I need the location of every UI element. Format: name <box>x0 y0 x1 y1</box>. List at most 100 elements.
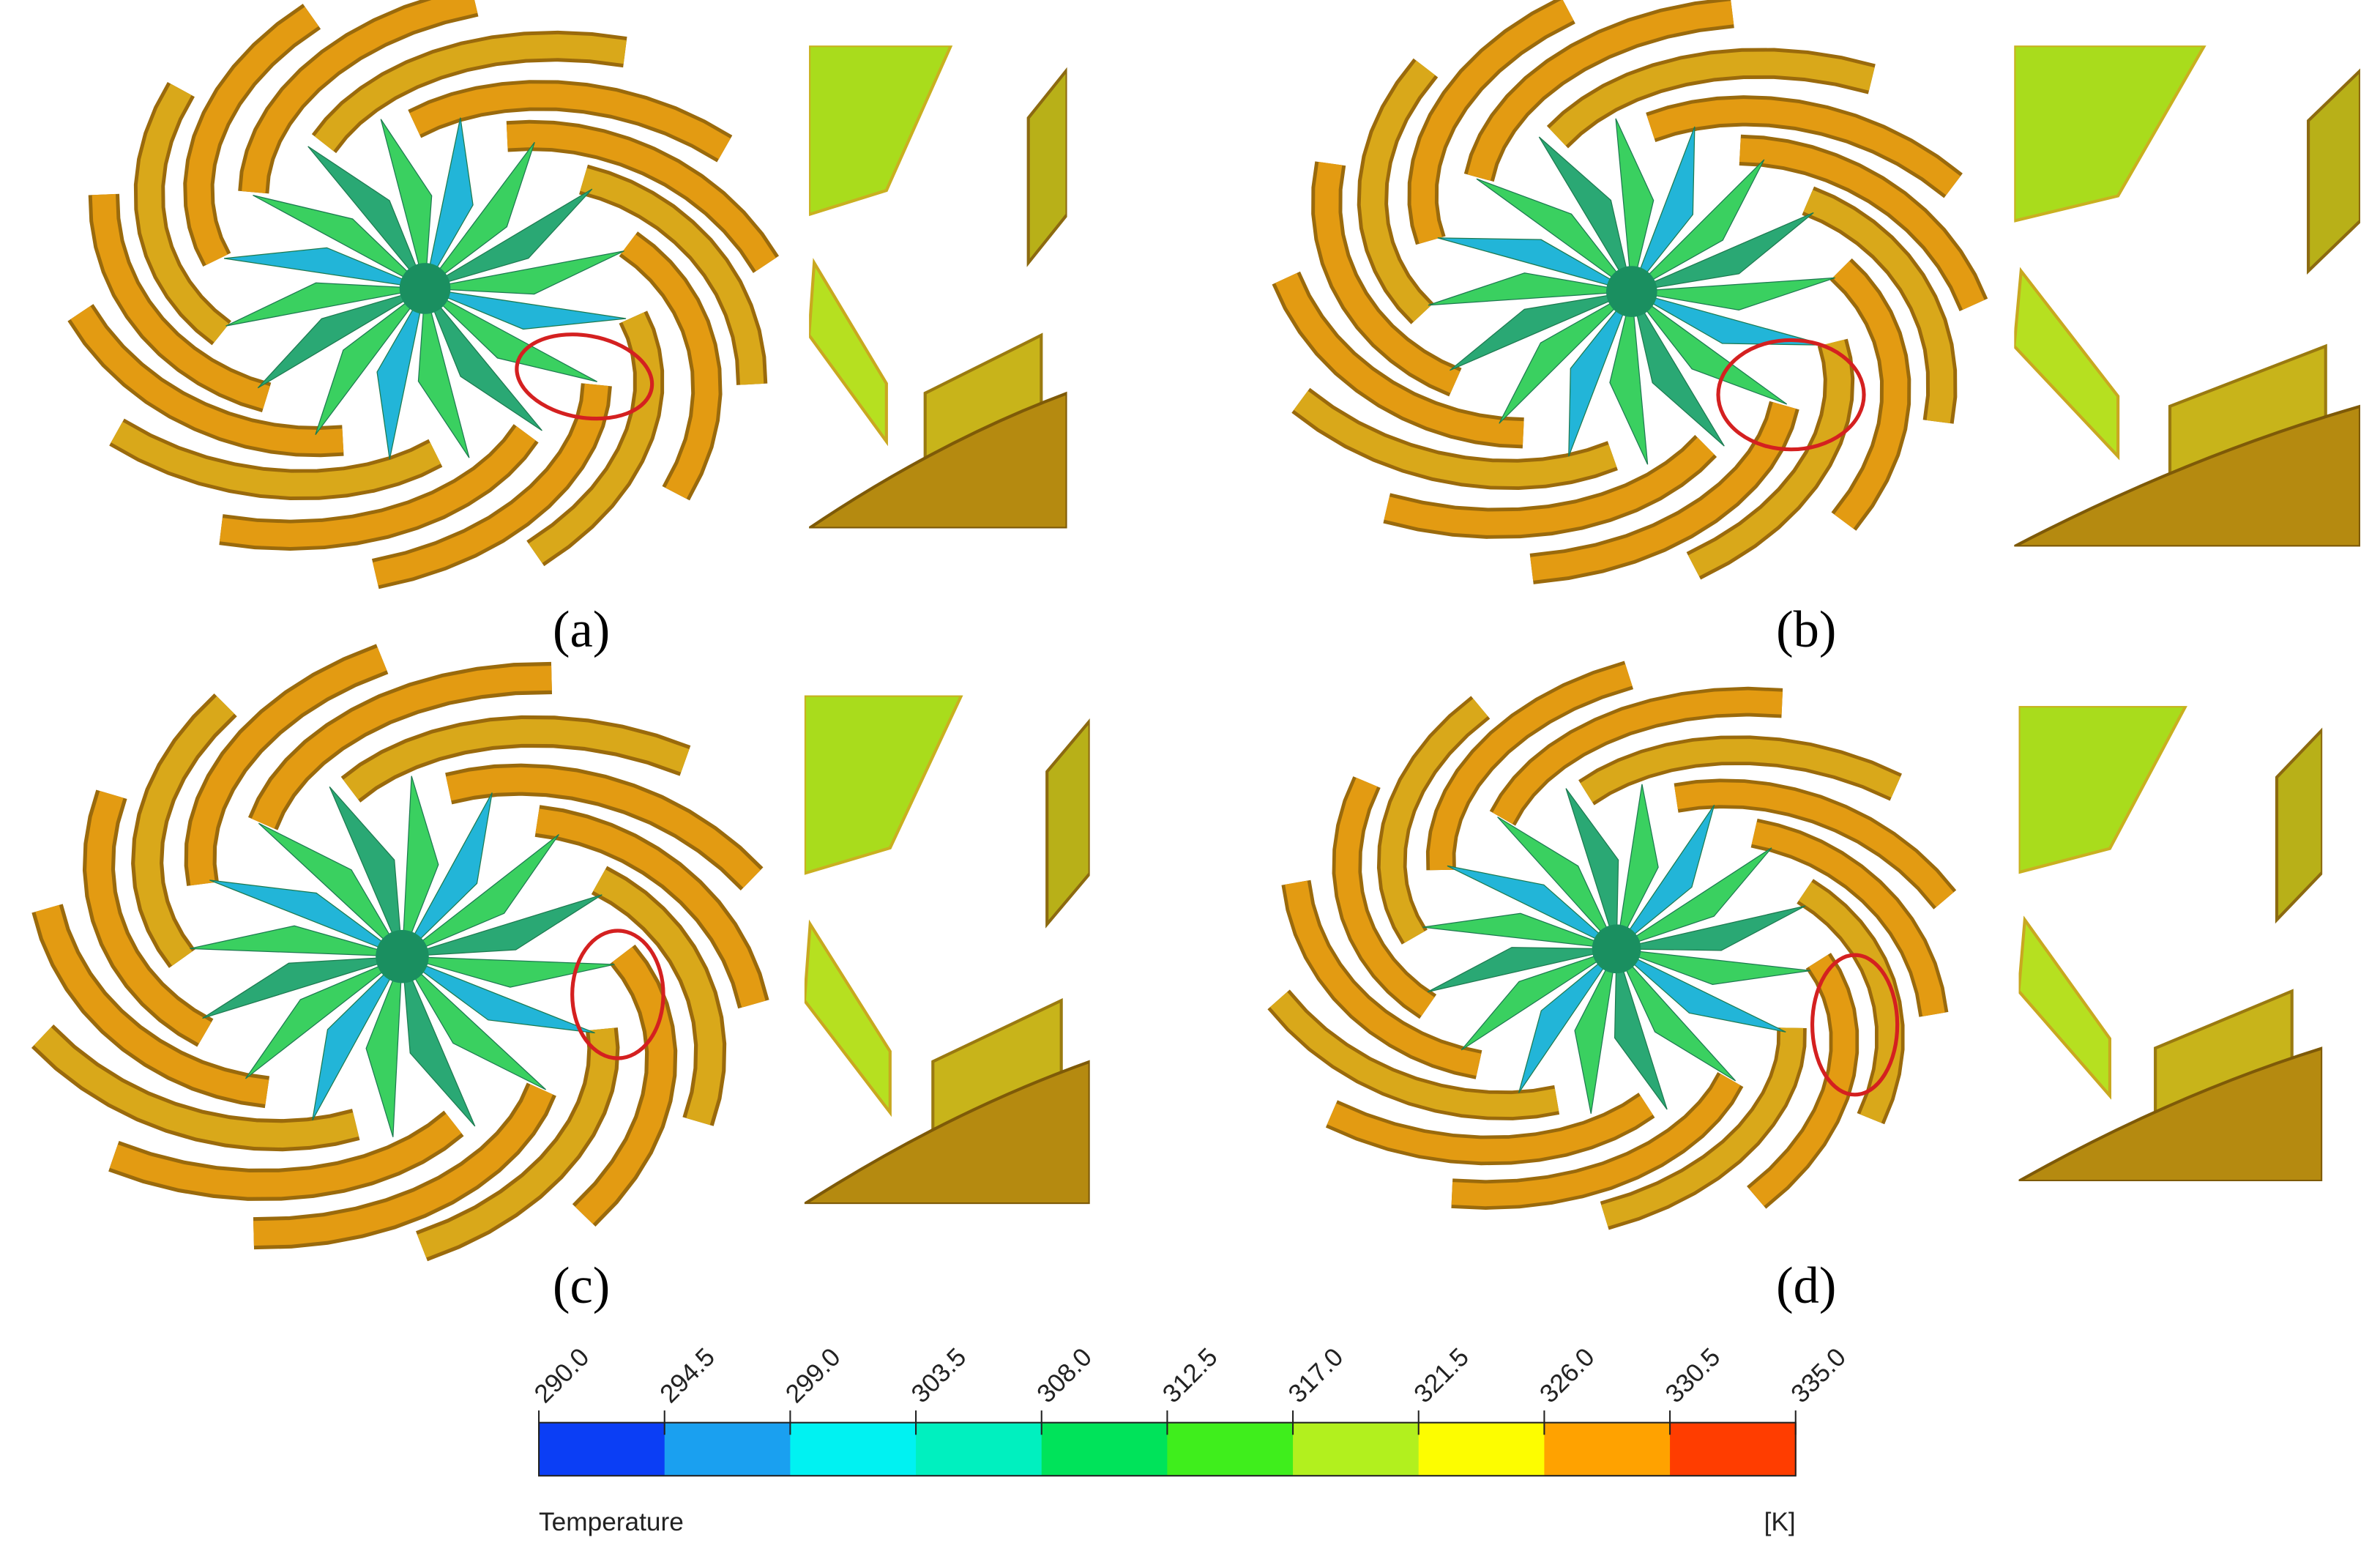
vane <box>1451 1074 1741 1207</box>
renderings <box>31 0 2361 1262</box>
blade <box>402 956 615 988</box>
blade <box>401 956 476 1127</box>
blade <box>1437 237 1633 292</box>
blade <box>307 146 426 289</box>
blade <box>425 250 624 295</box>
vane <box>251 666 552 829</box>
blade <box>380 119 433 289</box>
vane <box>137 83 229 343</box>
colorbar-tick-label: 290.0 <box>529 1343 594 1409</box>
vane <box>417 1027 616 1258</box>
colorbar-tick-label: 312.5 <box>1157 1343 1223 1409</box>
vane <box>1674 782 1954 907</box>
blade <box>1422 912 1617 950</box>
colorbar-tick-label: 294.5 <box>654 1343 720 1409</box>
zoom-blade <box>2275 727 2323 924</box>
vane <box>580 168 764 385</box>
hub <box>1592 924 1641 974</box>
vane <box>109 1113 462 1197</box>
vane <box>1492 690 1783 825</box>
vane <box>1832 261 1908 529</box>
vane <box>1530 402 1796 581</box>
zoom-view <box>2018 706 2323 1182</box>
blade <box>1447 865 1617 950</box>
vane <box>1646 99 1961 196</box>
zoom-view <box>804 695 1090 1205</box>
impeller <box>31 644 769 1262</box>
blade <box>1631 277 1835 311</box>
colorbar-title: Temperature <box>539 1508 684 1536</box>
zoom-blade <box>2307 68 2361 275</box>
vane <box>92 193 270 409</box>
blade <box>1616 948 1810 985</box>
colorbar-tick-label: 308.0 <box>1032 1343 1097 1409</box>
blade <box>1450 291 1633 371</box>
zoom-blade <box>1026 67 1067 267</box>
blade <box>1574 948 1617 1114</box>
blade <box>1609 291 1649 465</box>
blade <box>425 141 535 289</box>
blade <box>425 188 593 289</box>
vane <box>1429 664 1633 871</box>
colorbar-segment <box>664 1422 791 1476</box>
zoom-shroud <box>804 1060 1090 1205</box>
vane <box>1380 699 1488 943</box>
vane <box>135 696 235 966</box>
colorbar-segment <box>1670 1422 1797 1476</box>
vane <box>187 647 387 886</box>
blade <box>1428 272 1632 306</box>
zoom-blade <box>2018 706 2187 874</box>
vane <box>35 904 269 1104</box>
panel-label: (b) <box>1776 601 1836 658</box>
blade <box>257 288 425 389</box>
highlight-ellipse <box>1810 953 1900 1097</box>
zoom-shroud <box>809 391 1067 529</box>
blade <box>402 894 603 957</box>
impeller <box>1272 0 1988 584</box>
vane <box>1751 822 1945 1016</box>
colorbar-tick-label: 303.5 <box>906 1343 971 1409</box>
vane <box>1549 51 1875 146</box>
blade <box>258 822 403 957</box>
vane <box>1275 272 1524 445</box>
colorbar-segment <box>1544 1422 1671 1476</box>
vane <box>409 83 731 160</box>
blade <box>1631 291 1788 405</box>
blade <box>223 247 425 289</box>
vane <box>1749 954 1856 1206</box>
vane <box>1315 162 1461 393</box>
blade <box>401 956 547 1090</box>
vane <box>575 947 674 1224</box>
colorbar: 290.0 294.5 299.0 303.5 308.0 312.5 317.0 321.5… <box>529 1343 1851 1477</box>
zoom-view <box>2014 45 2361 547</box>
blade <box>1568 291 1633 457</box>
blade <box>1565 788 1619 949</box>
vane <box>1803 190 1954 424</box>
highlight-ellipse <box>515 332 654 421</box>
panel-label: (a) <box>553 601 610 658</box>
colorbar-tick-label: 321.5 <box>1409 1343 1474 1409</box>
blade <box>1616 905 1806 951</box>
blade <box>402 833 559 957</box>
impeller <box>67 0 780 590</box>
vane <box>1327 1096 1653 1162</box>
colorbar-tick-label: 299.0 <box>780 1343 846 1409</box>
zoom-blade <box>2014 45 2206 223</box>
colorbar-segment <box>1041 1422 1168 1476</box>
blade <box>1497 817 1617 950</box>
colorbar-tick-label: 335.0 <box>1786 1343 1851 1409</box>
blade <box>253 195 425 289</box>
blade <box>1631 291 1826 346</box>
blade <box>1518 948 1617 1093</box>
blade <box>365 956 403 1137</box>
blade <box>425 288 627 330</box>
vane <box>314 34 627 152</box>
blade <box>245 956 403 1079</box>
vane <box>621 234 719 499</box>
blade <box>417 288 470 458</box>
vane <box>1294 390 1617 487</box>
hub <box>1605 266 1657 317</box>
vane <box>111 421 441 497</box>
vane <box>343 719 690 800</box>
blade <box>209 879 403 957</box>
